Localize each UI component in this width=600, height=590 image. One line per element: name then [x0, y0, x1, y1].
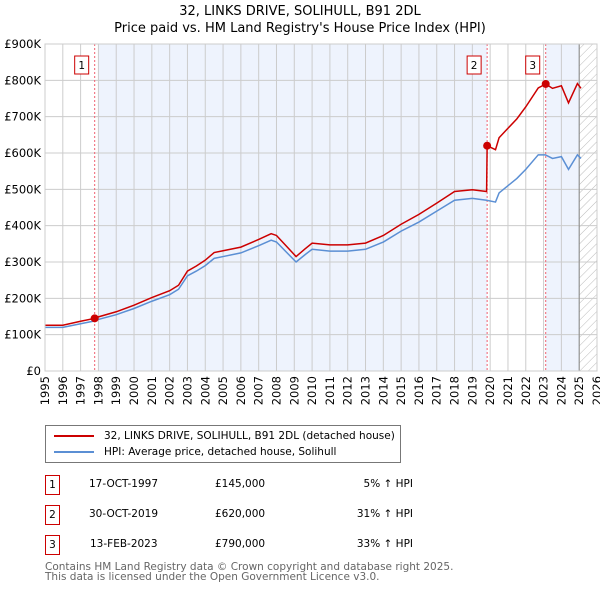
x-tick-label: 2024	[554, 376, 568, 405]
sale-row: 2 30-OCT-2019 £620,000 31% ↑ HPI	[45, 505, 413, 525]
x-tick-label: 2005	[216, 376, 230, 405]
sale-point	[483, 141, 492, 150]
shaded-period	[545, 44, 580, 371]
x-tick-label: 2016	[412, 376, 426, 405]
sale-marker-badge: 3	[45, 535, 60, 555]
sale-marker-badge: 2	[45, 505, 60, 525]
shaded-period	[98, 44, 488, 371]
x-tick-label: 2003	[180, 376, 194, 405]
y-tick-label: £800K	[4, 73, 41, 87]
chart-subtitle: Price paid vs. HM Land Registry's House …	[114, 21, 486, 36]
x-tick-label: 1998	[91, 376, 105, 405]
sale-hpi-diff: 31% ↑ HPI	[356, 508, 413, 520]
x-tick-label: 2012	[341, 376, 355, 405]
sale-hpi-diff: 33% ↑ HPI	[356, 538, 413, 550]
y-tick-label: £900K	[4, 37, 41, 51]
x-tick-label: 2020	[483, 376, 497, 405]
sale-label-box	[466, 55, 482, 75]
footer-copyright: Contains HM Land Registry data © Crown c…	[45, 561, 454, 573]
footer-licence: This data is licensed under the Open Gov…	[45, 571, 380, 583]
x-tick-label: 2011	[323, 376, 337, 405]
x-tick-label: 2002	[163, 376, 177, 405]
x-tick-label: 2001	[145, 376, 159, 405]
legend-label-hpi: HPI: Average price, detached house, Soli…	[104, 446, 337, 458]
x-tick-label: 2018	[448, 376, 462, 405]
price-chart: £0 £100K £200K £300K £400K £500K £600K £700K £80…	[4, 37, 600, 405]
hpi-line	[45, 153, 582, 329]
y-tick-label: £200K	[4, 291, 41, 305]
x-tick-label: 2026	[590, 376, 600, 405]
x-tick-label: 2017	[430, 376, 444, 405]
sale-date: 13-FEB-2023	[90, 538, 158, 550]
sale-point	[541, 79, 550, 88]
sale-marker-badge: 1	[45, 475, 60, 495]
x-tick-label: 2004	[198, 376, 212, 405]
y-tick-label: £400K	[4, 219, 41, 233]
x-tick-label: 2007	[252, 376, 266, 405]
future-hatch	[579, 44, 597, 371]
legend-label-property: 32, LINKS DRIVE, SOLIHULL, B91 2DL (deta…	[104, 430, 395, 442]
sale-label-box	[74, 55, 90, 75]
x-tick-label: 2013	[359, 376, 373, 405]
x-tick-label: 2010	[305, 376, 319, 405]
sale-label: 3	[529, 60, 536, 72]
sale-price: £790,000	[215, 538, 266, 550]
sale-price: £620,000	[215, 508, 266, 520]
y-tick-label: £100K	[4, 328, 41, 342]
x-tick-label: 1999	[109, 376, 123, 405]
x-tick-label: 2000	[127, 376, 141, 405]
x-tick-label: 2025	[572, 376, 586, 405]
sale-label-box	[525, 55, 541, 75]
sale-date: 30-OCT-2019	[89, 508, 158, 520]
plot-frame	[44, 43, 598, 372]
x-tick-label: 1995	[38, 376, 52, 405]
sale-label: 1	[78, 60, 85, 72]
sale-point	[90, 314, 99, 323]
x-tick-label: 1996	[56, 376, 70, 405]
sale-price: £145,000	[215, 478, 266, 490]
legend-swatch-property	[54, 435, 94, 437]
x-tick-label: 2014	[376, 376, 390, 405]
x-tick-label: 2015	[394, 376, 408, 405]
y-tick-label: £600K	[4, 146, 41, 160]
property-price-line	[45, 82, 582, 326]
y-tick-label: £500K	[4, 182, 41, 196]
x-tick-label: 2009	[287, 376, 301, 405]
y-tick-label: £0	[26, 364, 41, 378]
x-tick-label: 2022	[519, 376, 533, 405]
x-tick-label: 2019	[465, 376, 479, 405]
y-tick-label: £700K	[4, 110, 41, 124]
legend-swatch-hpi	[54, 451, 94, 453]
legend: 32, LINKS DRIVE, SOLIHULL, B91 2DL (deta…	[45, 425, 401, 463]
sale-row: 3 13-FEB-2023 £790,000 33% ↑ HPI	[45, 535, 413, 555]
sale-hpi-diff: 5% ↑ HPI	[363, 478, 413, 490]
chart-title: 32, LINKS DRIVE, SOLIHULL, B91 2DL	[179, 4, 421, 19]
y-tick-label: £300K	[4, 255, 41, 269]
x-tick-label: 2008	[269, 376, 283, 405]
sale-date: 17-OCT-1997	[89, 478, 158, 490]
x-tick-label: 2023	[537, 376, 551, 405]
x-tick-label: 1997	[74, 376, 88, 405]
x-tick-label: 2006	[234, 376, 248, 405]
sale-row: 1 17-OCT-1997 £145,000 5% ↑ HPI	[45, 475, 413, 495]
x-tick-label: 2021	[501, 376, 515, 405]
sale-label: 2	[471, 60, 478, 72]
